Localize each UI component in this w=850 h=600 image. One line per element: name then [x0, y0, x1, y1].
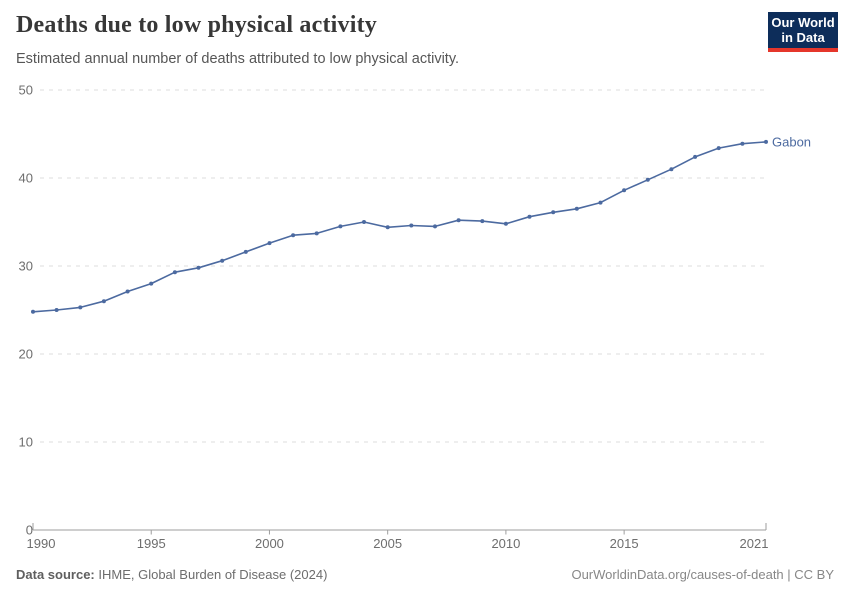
data-point[interactable]	[78, 305, 83, 310]
data-point[interactable]	[338, 224, 343, 229]
data-point[interactable]	[716, 146, 721, 151]
data-source-label: Data source:	[16, 567, 95, 582]
data-point[interactable]	[267, 241, 272, 246]
data-point[interactable]	[574, 206, 579, 211]
series-line[interactable]	[32, 141, 767, 313]
x-tick-label: 2005	[373, 536, 402, 551]
data-point[interactable]	[503, 221, 508, 226]
owid-logo-line2: in Data	[781, 30, 825, 45]
y-tick-label: 0	[26, 523, 33, 538]
data-point[interactable]	[172, 270, 177, 275]
data-point[interactable]	[527, 214, 532, 219]
y-tick-label: 50	[19, 83, 33, 98]
x-tick-label: 1995	[137, 536, 166, 551]
data-point[interactable]	[622, 188, 627, 193]
data-point[interactable]	[362, 220, 366, 224]
credit-link[interactable]: OurWorldinData.org/causes-of-death | CC …	[571, 567, 834, 582]
data-point[interactable]	[196, 265, 201, 270]
data-point[interactable]	[125, 289, 130, 294]
data-point[interactable]	[645, 177, 650, 182]
x-tick-label: 2015	[610, 536, 639, 551]
y-tick-label: 20	[19, 347, 33, 362]
data-source: Data source: IHME, Global Burden of Dise…	[16, 567, 327, 582]
series-end-label[interactable]: Gabon	[772, 134, 811, 149]
data-point[interactable]	[693, 154, 698, 159]
x-tick-label: 1990	[27, 536, 56, 551]
data-point[interactable]	[314, 231, 319, 236]
data-point[interactable]	[480, 219, 485, 224]
y-tick-label: 10	[19, 435, 33, 450]
chart-footer: Data source: IHME, Global Burden of Dise…	[16, 567, 834, 582]
data-point[interactable]	[291, 233, 296, 238]
owid-logo-line1: Our World	[771, 15, 835, 30]
data-point[interactable]	[740, 141, 745, 146]
y-tick-label: 40	[19, 171, 33, 186]
data-point[interactable]	[385, 225, 390, 230]
data-point[interactable]	[456, 218, 461, 223]
x-tick-label: 2000	[255, 536, 284, 551]
owid-logo[interactable]: Our World in Data	[768, 12, 838, 52]
data-source-text: IHME, Global Burden of Disease (2024)	[98, 567, 328, 582]
data-point[interactable]	[409, 223, 414, 228]
data-point[interactable]	[764, 139, 768, 144]
y-tick-label: 30	[19, 259, 33, 274]
data-point[interactable]	[31, 309, 35, 314]
chart-subtitle: Estimated annual number of deaths attrib…	[16, 51, 460, 67]
data-point[interactable]	[551, 210, 556, 215]
data-point[interactable]	[54, 308, 59, 312]
data-point[interactable]	[243, 249, 248, 254]
page-title: Deaths due to low physical activity	[16, 12, 377, 38]
data-point[interactable]	[220, 258, 225, 263]
data-point[interactable]	[433, 224, 437, 229]
x-tick-label: 2010	[491, 536, 520, 551]
data-point[interactable]	[669, 167, 674, 172]
data-point[interactable]	[598, 200, 603, 205]
data-point[interactable]	[149, 281, 154, 286]
data-point[interactable]	[101, 299, 106, 304]
x-tick-label: 2021	[740, 536, 769, 551]
